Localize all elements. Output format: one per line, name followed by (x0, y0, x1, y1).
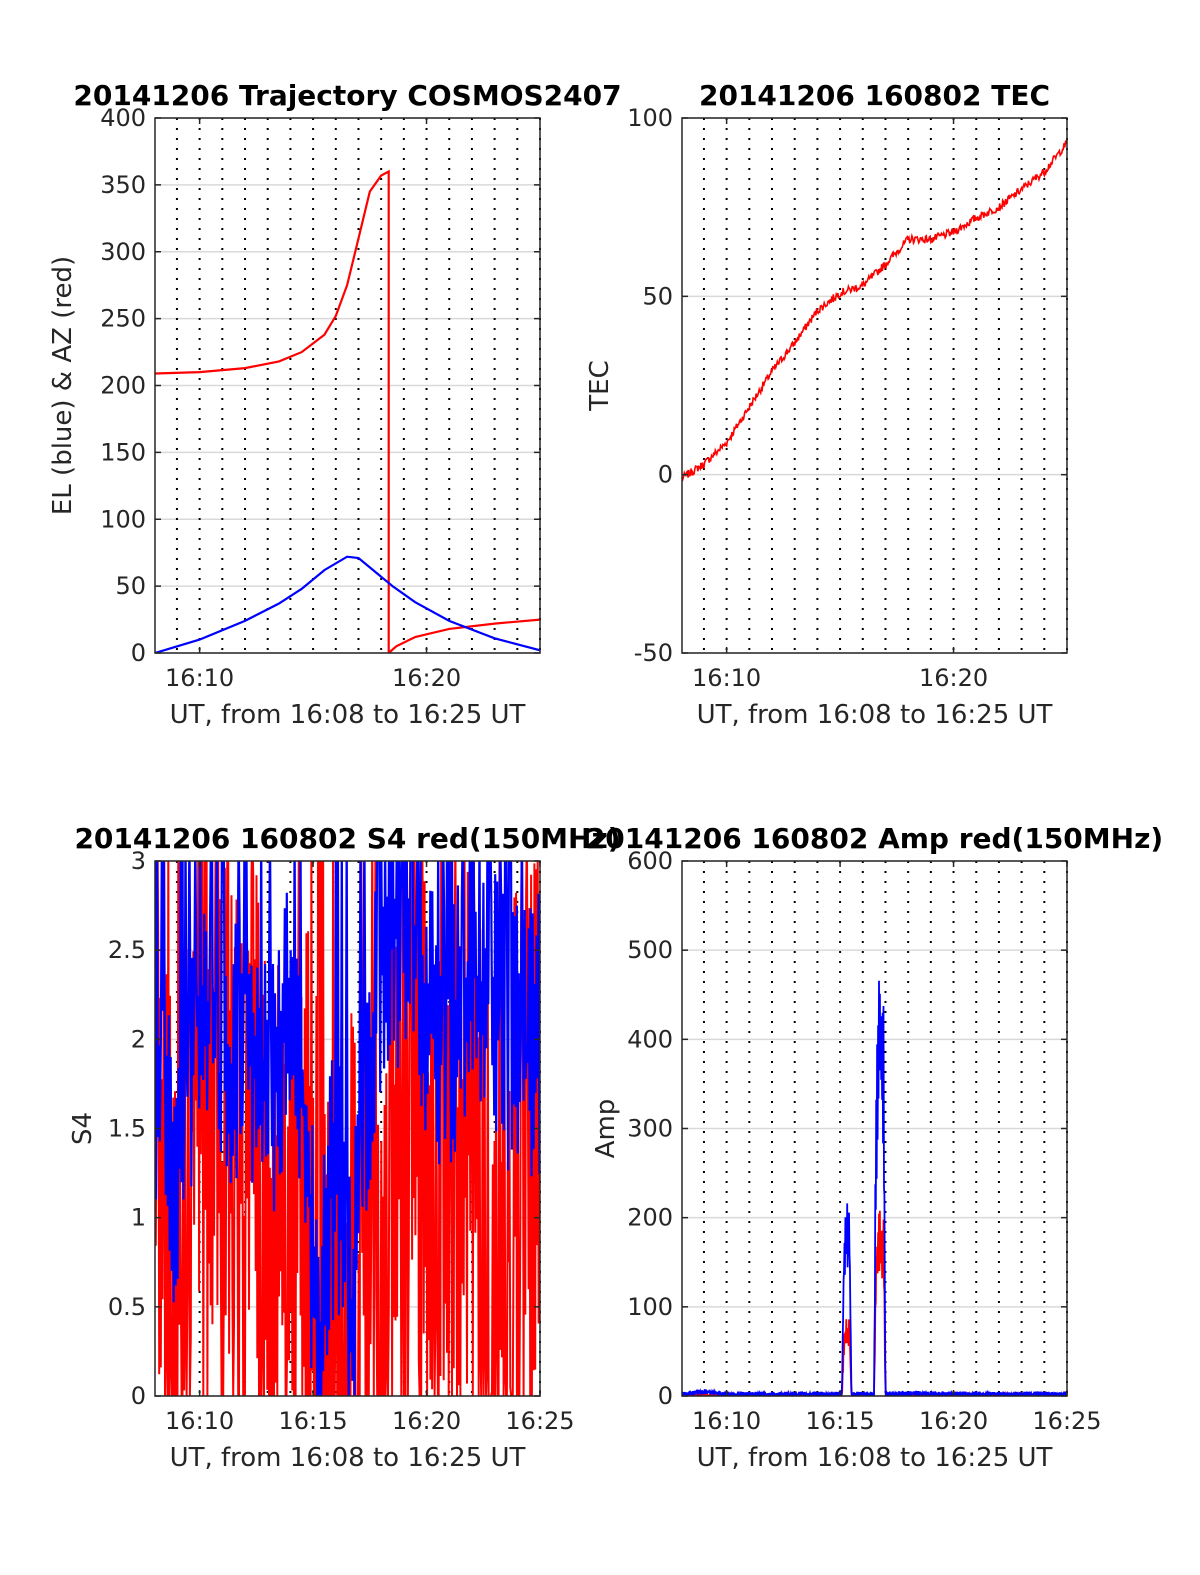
x-tick-label: 16:20 (919, 1407, 988, 1435)
x-axis-label: UT, from 16:08 to 16:25 UT (697, 700, 1053, 730)
y-axis-label: EL (blue) & AZ (red) (48, 256, 78, 515)
y-tick-label: -50 (634, 639, 673, 667)
y-tick-label: 300 (627, 1115, 673, 1143)
y-tick-label: 0 (131, 639, 146, 667)
chart-title: 20141206 160802 Amp red(150MHz) (586, 822, 1163, 855)
chart-title: 20141206 Trajectory COSMOS2407 (73, 79, 621, 112)
x-tick-label: 16:15 (805, 1407, 874, 1435)
y-tick-label: 100 (100, 505, 146, 533)
chart-title: 20141206 160802 S4 red(150MHz) (74, 822, 620, 855)
series-line-2 (155, 555, 540, 653)
y-axis-label: TEC (585, 360, 615, 411)
y-tick-label: 0 (658, 1382, 673, 1410)
x-tick-label: 16:10 (692, 1407, 761, 1435)
y-tick-label: 350 (100, 171, 146, 199)
x-axis-label: UT, from 16:08 to 16:25 UT (170, 700, 526, 730)
y-tick-label: 150 (100, 438, 146, 466)
y-tick-label: 200 (627, 1204, 673, 1232)
chart-panel-1: 0 50 100 150 200 250 300 350 400 16:10 16:20 201412… (48, 79, 622, 730)
y-tick-label: 50 (115, 572, 146, 600)
y-tick-label: 2.5 (108, 936, 146, 964)
x-axis-label: UT, from 16:08 to 16:25 UT (170, 1443, 526, 1473)
chart-title: 20141206 160802 TEC (699, 79, 1050, 112)
x-axis-label: UT, from 16:08 to 16:25 UT (697, 1443, 1053, 1473)
x-tick-label: 16:25 (505, 1407, 574, 1435)
series-line-1 (682, 139, 1067, 482)
chart-panel-3: 0 0.5 1 1.5 2 2.5 3 16:10 16:15 16:20 16:25 2014120… (68, 822, 621, 1473)
y-tick-label: 250 (100, 305, 146, 333)
chart-panel-4: 0 100 200 300 400 500 600 16:10 16:15 16:20 16:25 2… (586, 822, 1163, 1473)
plot-area (682, 980, 1067, 1396)
series-line-1 (155, 169, 540, 653)
y-tick-label: 600 (627, 847, 673, 875)
series-line-1 (155, 861, 540, 1396)
y-tick-label: 0.5 (108, 1293, 146, 1321)
y-tick-label: 200 (100, 372, 146, 400)
y-tick-label: 300 (100, 238, 146, 266)
x-tick-label: 16:15 (278, 1407, 347, 1435)
axes-box (681, 117, 1068, 654)
x-tick-label: 16:20 (919, 664, 988, 692)
x-tick-label: 16:20 (392, 1407, 461, 1435)
y-tick-label: 2 (131, 1025, 146, 1053)
y-tick-label: 0 (131, 1382, 146, 1410)
chart-panel-2: -50 0 50 100 16:10 16:20 20141206 160802 TEC UT… (585, 79, 1068, 730)
y-tick-label: 1 (131, 1204, 146, 1232)
x-tick-label: 16:10 (692, 664, 761, 692)
y-axis-label: S4 (68, 1112, 98, 1145)
x-tick-label: 16:10 (165, 664, 234, 692)
y-tick-label: 0 (658, 461, 673, 489)
plot-area (155, 861, 540, 1396)
plot-area (682, 139, 1067, 482)
plot-area (155, 169, 540, 653)
y-axis-label: Amp (591, 1099, 621, 1159)
y-tick-label: 100 (627, 1293, 673, 1321)
y-tick-label: 1.5 (108, 1115, 146, 1143)
y-tick-label: 500 (627, 936, 673, 964)
series-line-2 (682, 980, 1067, 1396)
y-tick-label: 400 (627, 1025, 673, 1053)
y-tick-label: 100 (627, 104, 673, 132)
series-line-2 (155, 861, 540, 1396)
y-tick-label: 400 (100, 104, 146, 132)
x-tick-label: 16:10 (165, 1407, 234, 1435)
x-tick-label: 16:25 (1032, 1407, 1101, 1435)
y-tick-label: 3 (131, 847, 146, 875)
y-tick-label: 50 (642, 282, 673, 310)
x-tick-label: 16:20 (392, 664, 461, 692)
